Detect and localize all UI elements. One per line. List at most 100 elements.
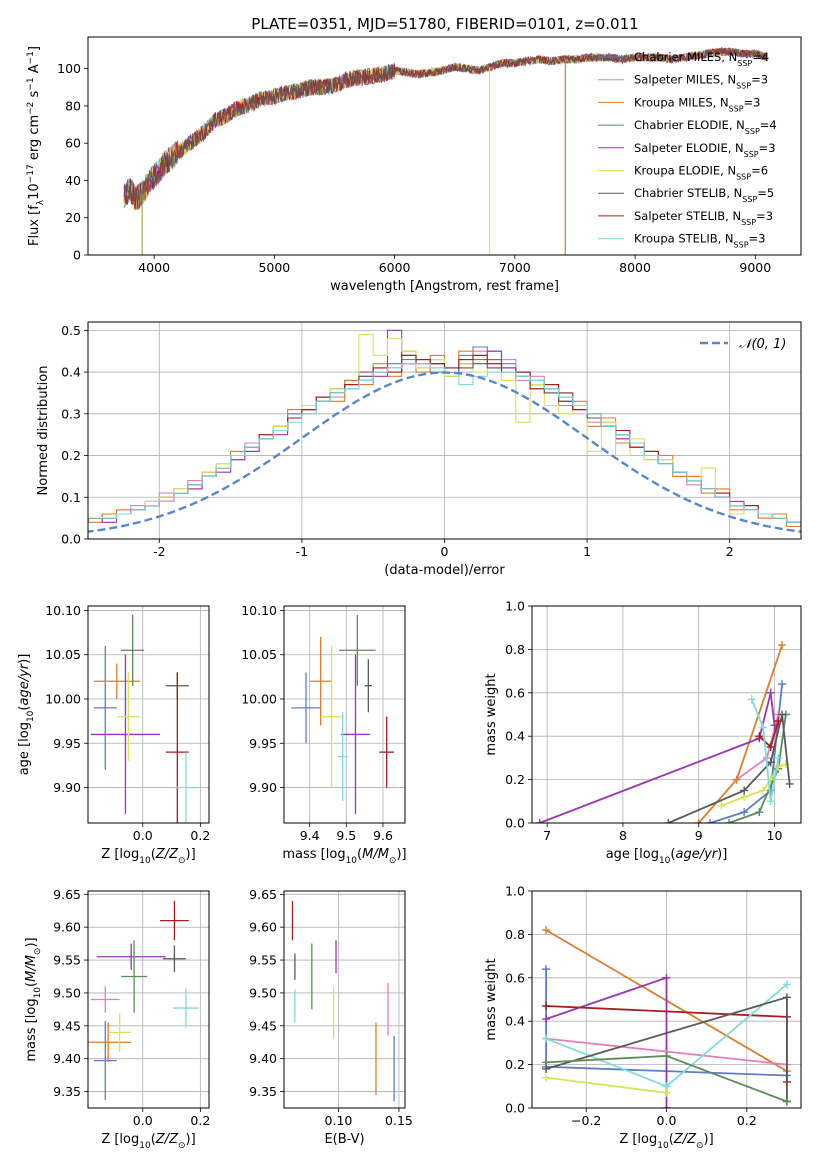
x-tick-label: 9000	[739, 260, 771, 275]
x-tick-label: 0.2	[190, 828, 210, 843]
histogram-step-line	[88, 333, 801, 528]
weight-marker	[740, 786, 749, 795]
x-axis-label: Z [log10(Z/Z⊙)]	[101, 1132, 195, 1151]
weight-marker	[774, 753, 783, 762]
x-tick-label: 7000	[499, 260, 531, 275]
x-tick-label: 0.0	[133, 828, 153, 843]
y-axis-label: Flux [fλ10−17 erg cm−2 s−1 A−1]	[26, 46, 46, 246]
x-axis-label: wavelength [Angstrom, rest frame]	[330, 279, 559, 294]
x-tick-label: 0.2	[737, 1113, 757, 1128]
legend-label: Kroupa ELODIE, NSSP=6	[634, 164, 768, 182]
weight-marker	[781, 760, 790, 769]
weight-marker	[664, 819, 673, 823]
weight-marker	[766, 688, 775, 697]
legend-label: Chabrier STELIB, NSSP=5	[634, 186, 774, 204]
y-tick-label: 10.00	[45, 692, 81, 707]
weight-marker	[662, 1104, 671, 1108]
x-tick-label: 10	[767, 828, 783, 843]
errorbar-point	[116, 672, 140, 761]
x-tick-label: 9.5	[336, 828, 356, 843]
weight-series-line	[750, 698, 780, 802]
normal-curve	[88, 371, 801, 533]
y-tick-label: 9.90	[53, 780, 81, 795]
y-tick-label: 20	[65, 210, 81, 225]
errorbar-point	[90, 986, 120, 1013]
errorbar-point	[364, 659, 372, 713]
legend-label: Kroupa STELIB, NSSP=3	[634, 232, 765, 250]
y-tick-label: 0.4	[505, 729, 525, 744]
x-tick-label: 0	[441, 544, 449, 559]
errorbar-point	[90, 654, 161, 815]
x-tick-label: 0.2	[190, 1113, 210, 1128]
weight-marker	[542, 1073, 551, 1082]
x-tick-label: 6000	[379, 260, 411, 275]
x-tick-label: 0.15	[385, 1113, 413, 1128]
weight-marker	[542, 926, 551, 935]
errorbar-point	[320, 645, 343, 788]
x-tick-label: 0.10	[325, 1113, 353, 1128]
x-tick-label: 0.0	[657, 1113, 677, 1128]
x-tick-label: -2	[153, 544, 165, 559]
histogram-step-line	[88, 329, 801, 528]
weight-marker	[542, 1002, 551, 1011]
y-tick-label: 9.95	[249, 736, 277, 751]
weight-marker	[542, 1058, 551, 1067]
y-tick-label: 0.5	[61, 323, 81, 338]
y-axis-label: mass [log10(M/M⊙)]	[24, 937, 43, 1061]
histogram-step-line	[88, 363, 801, 523]
figure-title: PLATE=0351, MJD=51780, FIBERID=0101, z=0…	[251, 15, 638, 33]
y-tick-label: 1.0	[505, 599, 525, 614]
errorbar-point	[172, 988, 199, 1028]
y-tick-label: 0.8	[505, 642, 525, 657]
weight-marker	[759, 786, 768, 795]
mass-weight-vs-age-marks	[535, 641, 794, 823]
weight-marker	[782, 1097, 791, 1106]
mass-vs-metallicity-marks	[88, 900, 199, 1101]
weight-series-line	[668, 714, 791, 823]
y-tick-label: 80	[65, 98, 81, 113]
legend-label: Salpeter STELIB, NSSP=3	[634, 209, 773, 227]
errorbar-point	[108, 1012, 132, 1053]
errorbar-point	[93, 645, 117, 770]
errorbar-point	[340, 654, 371, 815]
weight-marker	[778, 680, 787, 689]
errorbar-point	[88, 1022, 132, 1062]
y-axis-label: mass weight	[484, 958, 499, 1040]
errorbar-point	[291, 672, 321, 744]
y-tick-label: 0.3	[61, 406, 81, 421]
errorbar-point	[96, 943, 166, 970]
weight-marker	[778, 710, 787, 719]
x-tick-label: -1	[296, 544, 308, 559]
y-tick-label: 9.55	[53, 953, 81, 968]
x-tick-label: 8	[619, 828, 627, 843]
y-tick-label: 9.65	[249, 887, 277, 902]
legend-label: Salpeter ELODIE, NSSP=3	[634, 141, 776, 159]
y-tick-label: 9.45	[249, 1018, 277, 1033]
y-tick-label: 10.05	[45, 647, 81, 662]
weight-marker	[755, 808, 764, 817]
axes-frame	[87, 890, 210, 1109]
y-tick-label: 9.40	[53, 1051, 81, 1066]
y-tick-label: 0.0	[505, 816, 525, 831]
x-axis-label: E(B-V)	[324, 1132, 364, 1147]
mass-weight-vs-metallicity-panel	[528, 890, 802, 1112]
y-tick-label: 40	[65, 173, 81, 188]
x-tick-label: 2	[726, 544, 734, 559]
weight-marker	[759, 723, 768, 732]
y-tick-label: 9.95	[53, 736, 81, 751]
errorbar-point	[121, 614, 145, 686]
errorbar-point	[309, 637, 332, 726]
x-tick-label: 5000	[258, 260, 290, 275]
weight-marker	[717, 801, 726, 810]
weight-marker	[774, 717, 783, 726]
y-tick-label: 10.10	[45, 603, 81, 618]
axes-frame	[283, 890, 406, 1109]
y-tick-label: 9.60	[53, 920, 81, 935]
x-tick-label: 9	[695, 828, 703, 843]
legend-label: Chabrier ELODIE, NSSP=4	[634, 118, 777, 136]
y-tick-label: 0.2	[505, 1057, 525, 1072]
legend-label: Chabrier MILES, NSSP=4	[634, 50, 769, 68]
weight-marker	[662, 1088, 671, 1097]
age-vs-metallicity-marks	[90, 614, 198, 823]
